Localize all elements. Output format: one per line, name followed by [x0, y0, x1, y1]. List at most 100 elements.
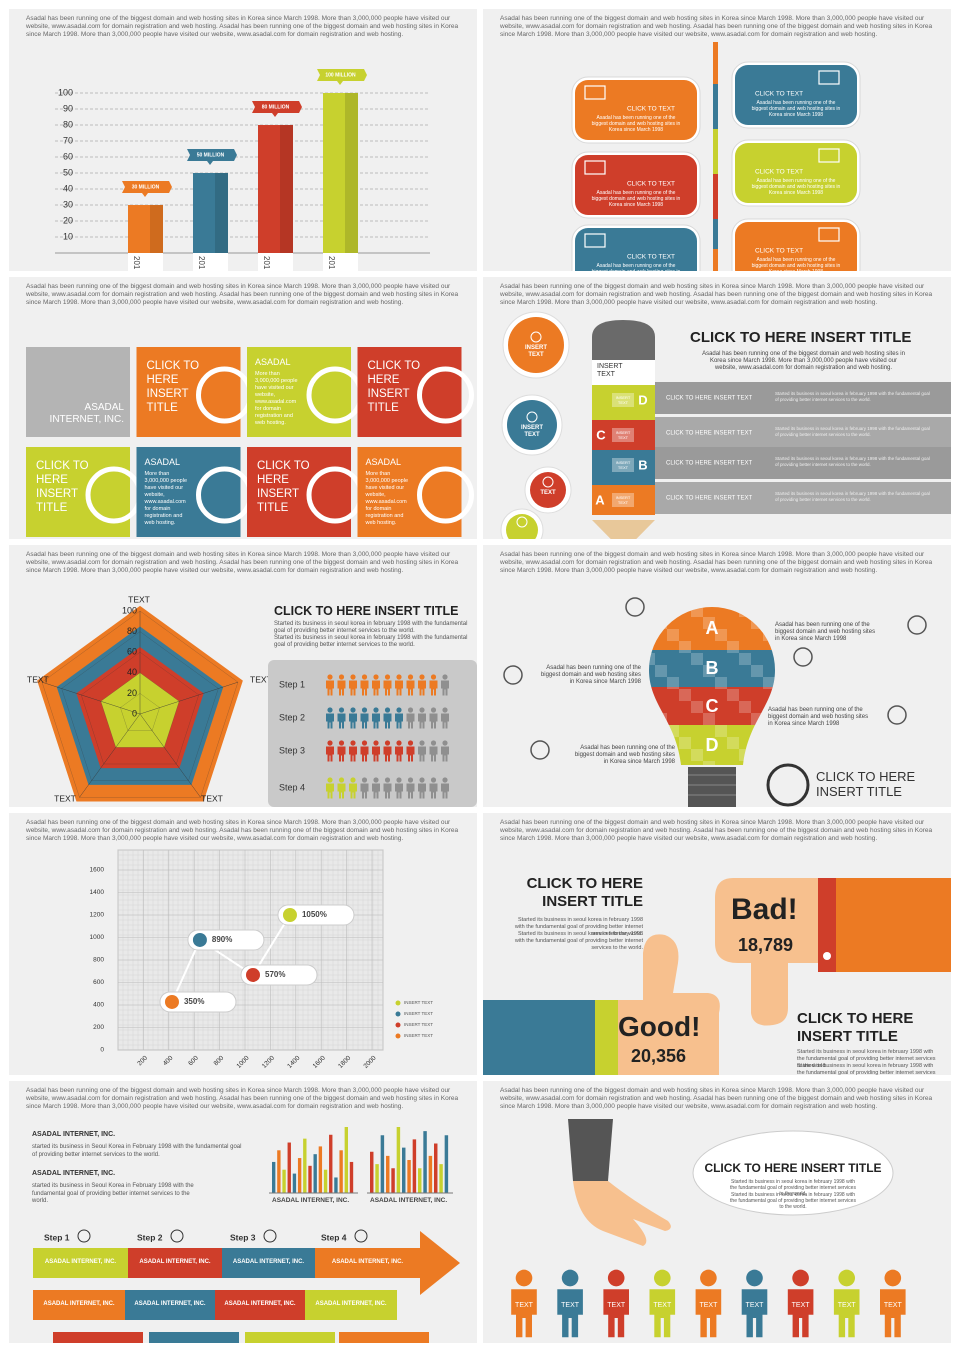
circle-label: INSERT TEXT: [524, 345, 547, 358]
person-body: [337, 680, 346, 696]
bulb-pixel: [775, 737, 787, 749]
person-body: [349, 680, 357, 696]
pencil-segment: [592, 450, 655, 485]
person-head: [442, 707, 448, 713]
circle-icon: [516, 516, 528, 528]
step-icons: [326, 777, 357, 799]
bar: [193, 173, 228, 253]
person-head: [442, 674, 448, 680]
person-body: [429, 680, 438, 696]
legend-label: INSERT TEXT: [404, 1000, 433, 1005]
slide-graphics: [483, 878, 951, 1075]
person-body: [395, 680, 403, 696]
bar-base: [193, 253, 228, 271]
slide-header: Asadal has been running one of the bigge…: [26, 283, 459, 306]
bar-base: [323, 253, 358, 271]
segment-label: ASADAL INTERNET, INC.: [139, 1259, 211, 1265]
person-body: [441, 783, 449, 799]
bar: [323, 93, 358, 253]
arrow-head: [420, 1231, 460, 1295]
mini-bar: [375, 1164, 379, 1193]
bulb-pixel: [679, 641, 691, 653]
card-title: CLICK TO TEXT: [755, 91, 803, 98]
y-tick-label: 1400: [90, 889, 105, 896]
person-head: [327, 740, 333, 746]
person-head: [361, 740, 368, 746]
radar-grid: [100, 672, 180, 748]
person-head: [373, 740, 379, 746]
person-body: [429, 783, 438, 799]
bar-shade: [215, 173, 228, 253]
radar-tick-label: 20: [127, 688, 137, 698]
mini-bar: [386, 1155, 390, 1193]
x-tick-label: 800: [213, 1054, 226, 1067]
row-bar: [655, 417, 951, 449]
step-panel: [268, 660, 477, 807]
icon: [530, 740, 550, 760]
tile-text: More than 3,000,000 people have visited …: [144, 471, 188, 526]
x-tick-label: 1200: [261, 1054, 276, 1069]
person-head: [442, 740, 448, 746]
point-pill: [240, 964, 318, 986]
y-tick-label: 10: [63, 231, 73, 241]
bulb-pixel: [703, 713, 715, 725]
radar-axis-label: TEXT: [27, 674, 49, 684]
person-head: [327, 777, 333, 783]
person-body: [326, 680, 334, 696]
bulb-pixel: [751, 713, 763, 725]
person-head: [396, 707, 402, 713]
bulb-pixel: [739, 701, 751, 713]
bulb-pixel: [763, 629, 775, 641]
segment-tag: [612, 393, 634, 407]
step-label: Step 4: [279, 782, 305, 792]
person-body: [360, 680, 369, 696]
pencil-label: INSERT TEXT: [597, 363, 623, 378]
person-head: [373, 674, 379, 680]
person-body: [441, 746, 449, 762]
slide: D CLICK TO HERE INSERT TEXT C CLICK TO HERE…: [483, 277, 951, 539]
timeline-segment: [713, 174, 718, 219]
step-icons: [326, 707, 403, 729]
point: [282, 908, 297, 922]
legend-label: INSERT TEXT: [404, 1022, 433, 1027]
hand: [573, 1181, 671, 1246]
radar-grid: [41, 610, 239, 798]
person-body: [395, 746, 403, 762]
person-body: [418, 680, 426, 696]
step-label: Step 4: [321, 1232, 347, 1242]
value-flag: [187, 149, 237, 165]
arrow-segment: [339, 1332, 429, 1343]
bulb-pixel: [667, 725, 679, 737]
person-head: [419, 740, 425, 746]
segment-label: ASADAL INTERNET, INC.: [331, 1259, 404, 1265]
person-body: [372, 746, 380, 762]
x-tick-label: 1800: [337, 1054, 352, 1069]
timeline-segment: [713, 42, 718, 84]
subtitle: Asadal has been running one of the bigge…: [702, 351, 905, 371]
card-icon: [818, 70, 840, 85]
person-label: TEXT: [607, 1302, 626, 1309]
slide-graphics: Step 1 Step 2 Step 3 Step 4: [33, 1127, 460, 1343]
text-2: Started its business in seoul korea in f…: [274, 635, 468, 648]
slide-graphics: D CLICK TO HERE INSERT TEXT C CLICK TO HERE…: [500, 311, 951, 539]
card-text: Asadal has been running one of the bigge…: [592, 263, 681, 271]
person-body: [511, 1289, 537, 1338]
step-icons: [326, 674, 438, 696]
person-head: [350, 674, 356, 680]
person-head: [430, 740, 437, 746]
person-head: [430, 674, 437, 680]
segment-tag-text: INSERT TEXT: [615, 430, 631, 440]
icon: [625, 597, 645, 617]
segment-letter: C: [596, 427, 606, 442]
bulb-pixel: [751, 617, 763, 629]
legend-swatch: [395, 1011, 401, 1017]
circle-badge: [530, 472, 566, 508]
speech-bubble: [692, 1130, 894, 1216]
point: [246, 967, 261, 982]
segment-tag: [612, 428, 634, 442]
person-body: [603, 1289, 629, 1338]
person-label: TEXT: [699, 1302, 718, 1309]
person-body: [406, 746, 415, 762]
point: [164, 994, 179, 1009]
card-text: Asadal has been running one of the bigge…: [591, 190, 681, 208]
